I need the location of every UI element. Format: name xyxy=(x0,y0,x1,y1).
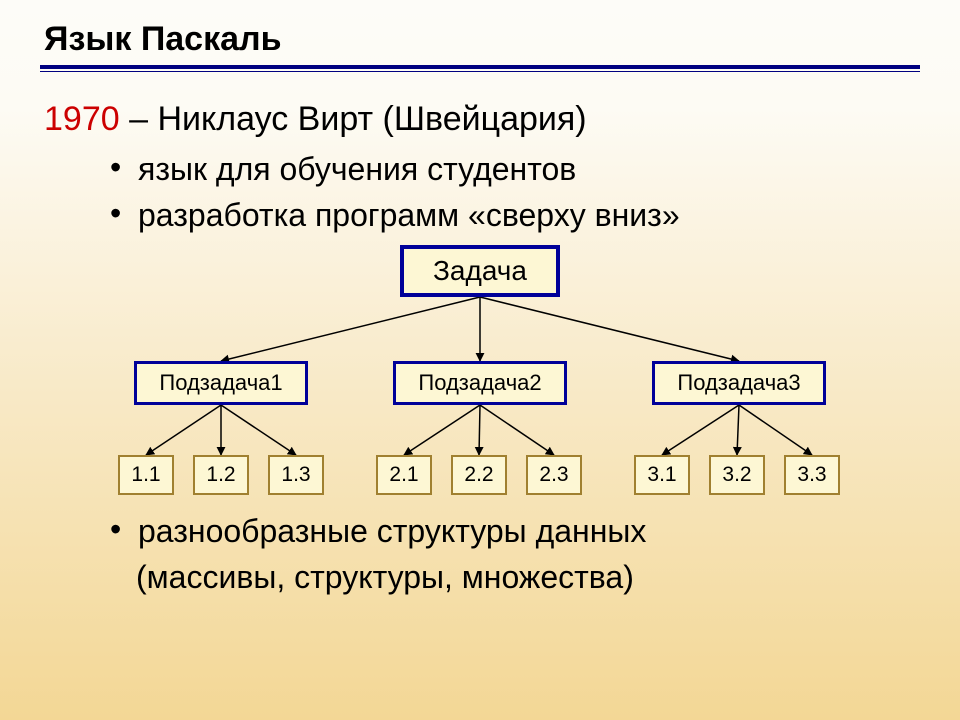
bullet-1: язык для обучения студентов xyxy=(110,149,920,189)
tree-leaf-2-2: 2.2 xyxy=(451,455,507,495)
bullet-list-top: язык для обучения студентов разработка п… xyxy=(110,149,920,235)
tree-leaf-1-3: 1.3 xyxy=(268,455,324,495)
title-rule-thin xyxy=(40,71,920,72)
intro-line: 1970 – Никлаус Вирт (Швейцария) xyxy=(44,100,920,139)
bullet-2: разработка программ «сверху вниз» xyxy=(110,195,920,235)
bullet-list-bottom: разнообразные структуры данных xyxy=(110,511,920,551)
bullet-3: разнообразные структуры данных xyxy=(110,511,920,551)
tree-leaf-1-1: 1.1 xyxy=(118,455,174,495)
tree-leaf-2-1: 2.1 xyxy=(376,455,432,495)
tree-sub-1: Подзадача1 xyxy=(134,361,308,405)
content: 1970 – Никлаус Вирт (Швейцария) язык для… xyxy=(40,100,920,597)
tree-root: Задача xyxy=(400,245,560,297)
tree-diagram: Задача Подзадача1 Подзадача2 Подзадача3 1.1… xyxy=(60,245,900,505)
title-rule-thick xyxy=(40,65,920,69)
tree-leaf-2-3: 2.3 xyxy=(526,455,582,495)
bullet-3-line2: (массивы, структуры, множества) xyxy=(136,557,920,597)
tree-leaf-3-3: 3.3 xyxy=(784,455,840,495)
tree-leaf-3-2: 3.2 xyxy=(709,455,765,495)
tree-sub-3: Подзадача3 xyxy=(652,361,826,405)
tree-sub-2: Подзадача2 xyxy=(393,361,567,405)
page-title: Язык Паскаль xyxy=(44,20,920,59)
year: 1970 xyxy=(44,100,120,138)
slide: Язык Паскаль 1970 – Никлаус Вирт (Швейца… xyxy=(0,0,960,720)
tree-leaf-3-1: 3.1 xyxy=(634,455,690,495)
tree-leaf-1-2: 1.2 xyxy=(193,455,249,495)
intro-rest: – Никлаус Вирт (Швейцария) xyxy=(120,100,587,138)
